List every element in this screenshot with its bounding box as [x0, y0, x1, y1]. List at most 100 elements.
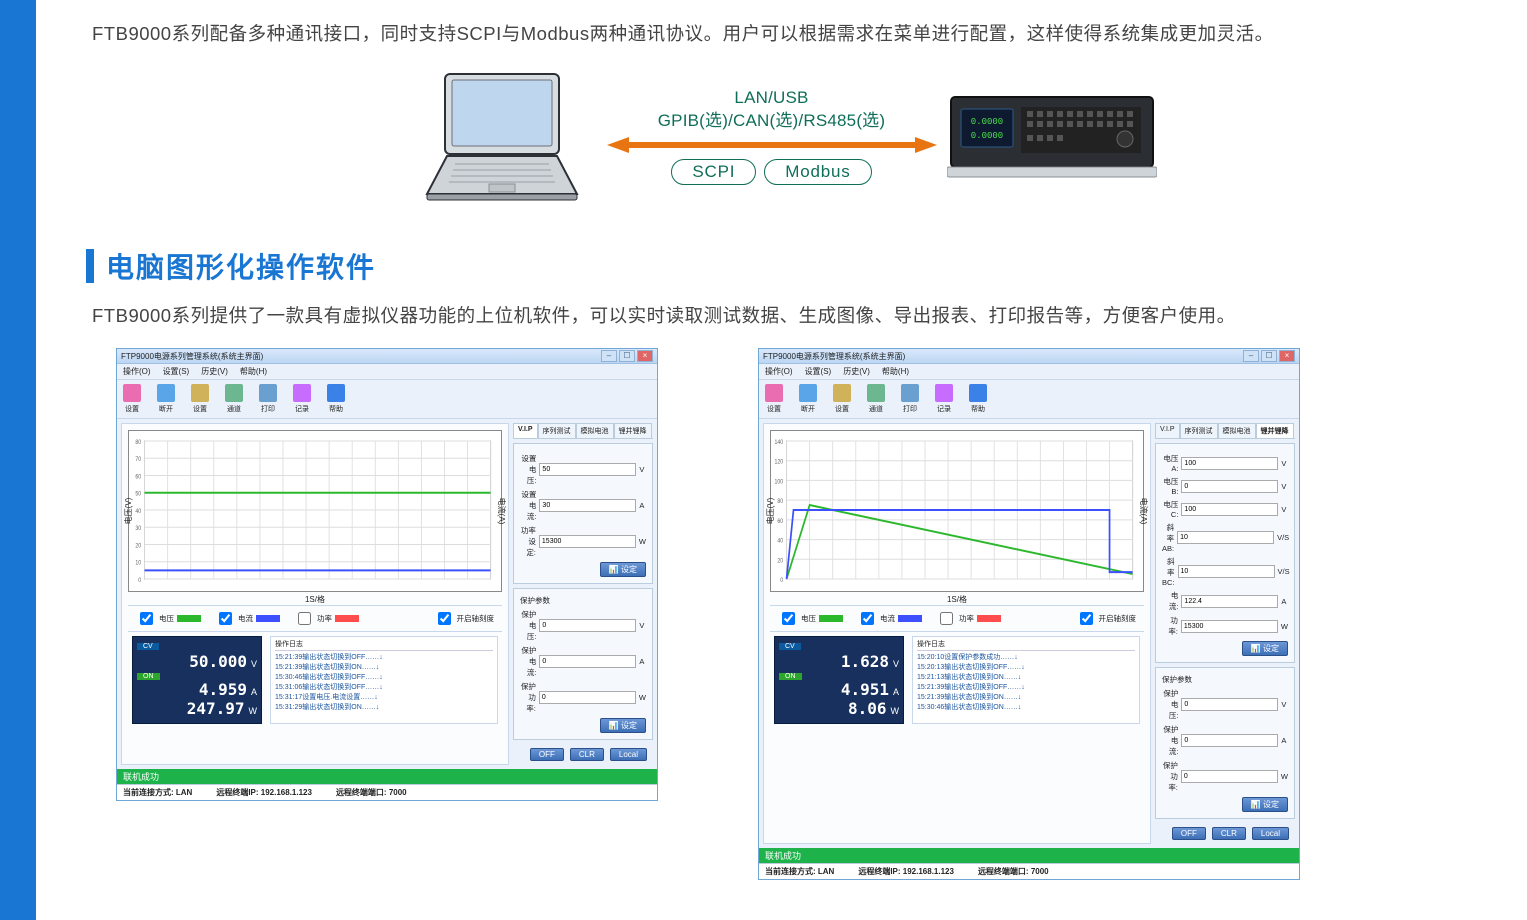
toolbar-item[interactable]: 帮助 [327, 384, 345, 414]
close-icon[interactable]: × [1279, 350, 1295, 362]
setting-input[interactable] [1181, 480, 1278, 493]
toolbar-icon [327, 384, 345, 402]
off-button[interactable]: OFF [1172, 827, 1206, 840]
protect-set-button[interactable]: 📊 设定 [600, 718, 646, 733]
legend-curr-check[interactable] [219, 612, 232, 625]
min-icon[interactable]: – [601, 350, 617, 362]
menu-item[interactable]: 设置(S) [163, 367, 190, 376]
setting-input[interactable] [539, 499, 636, 512]
protect-input[interactable] [1181, 698, 1278, 711]
svg-text:0.0000: 0.0000 [970, 117, 1002, 127]
status-ok: 联机成功 [759, 848, 1299, 863]
left-accent-bar [0, 0, 36, 920]
setting-unit: V [1281, 505, 1288, 514]
menubar: 操作(O) 设置(S) 历史(V) 帮助(H) [117, 364, 657, 380]
toolbar-item[interactable]: 通道 [867, 384, 885, 414]
status-conn: 当前连接方式: LAN [123, 787, 192, 798]
menu-item[interactable]: 帮助(H) [882, 367, 909, 376]
max-icon[interactable]: ☐ [1261, 350, 1277, 362]
toolbar-item[interactable]: 断开 [799, 384, 817, 414]
legend-pow-check[interactable] [940, 612, 953, 625]
setting-unit: V [1281, 459, 1288, 468]
side-tab[interactable]: 锂并锂降 [1256, 423, 1294, 438]
toolbar-item[interactable]: 设置 [123, 384, 141, 414]
setting-input[interactable] [1181, 503, 1278, 516]
protect-label: 保护电压: [1162, 688, 1178, 721]
chart-svg: 020406080100120140 [771, 431, 1143, 591]
protect-set-button[interactable]: 📊 设定 [1242, 797, 1288, 812]
svg-text:0: 0 [138, 578, 141, 584]
side-tab[interactable]: V.I.P [513, 423, 538, 438]
protect-input[interactable] [1181, 770, 1278, 783]
log-line: 15:21:13输出状态切换到ON……↓ [917, 672, 1135, 682]
menu-item[interactable]: 历史(V) [201, 367, 228, 376]
legend-curr-check[interactable] [861, 612, 874, 625]
log-line: 15:30:46输出状态切换到OFF……↓ [275, 672, 493, 682]
legend-auto-check[interactable] [438, 612, 451, 625]
side-tab[interactable]: 序列测试 [1180, 423, 1218, 438]
protect-input[interactable] [539, 619, 636, 632]
local-button[interactable]: Local [610, 748, 647, 761]
setting-unit: V [1281, 482, 1288, 491]
legend-pow-check[interactable] [298, 612, 311, 625]
toolbar-item[interactable]: 帮助 [969, 384, 987, 414]
protect-label: 保护电流: [520, 645, 536, 678]
side-tab[interactable]: 序列测试 [538, 423, 576, 438]
menu-item[interactable]: 操作(O) [123, 367, 151, 376]
toolbar-item[interactable]: 设置 [191, 384, 209, 414]
svg-text:0: 0 [780, 578, 783, 584]
local-button[interactable]: Local [1252, 827, 1289, 840]
side-tab[interactable]: V.I.P [1155, 423, 1180, 438]
svg-text:100: 100 [774, 479, 783, 485]
side-tab[interactable]: 模拟电池 [1218, 423, 1256, 438]
legend-volt-check[interactable] [140, 612, 153, 625]
log-line: 15:31:29输出状态切换到ON……↓ [275, 702, 493, 712]
legend-volt-check[interactable] [782, 612, 795, 625]
setting-input[interactable] [539, 463, 636, 476]
protect-input[interactable] [1181, 734, 1278, 747]
menu-item[interactable]: 操作(O) [765, 367, 793, 376]
setting-input[interactable] [1181, 620, 1278, 633]
close-icon[interactable]: × [637, 350, 653, 362]
clr-button[interactable]: CLR [1212, 827, 1246, 840]
set-button[interactable]: 📊 设定 [1242, 641, 1288, 656]
setting-input[interactable] [1181, 457, 1278, 470]
max-icon[interactable]: ☐ [619, 350, 635, 362]
off-button[interactable]: OFF [530, 748, 564, 761]
side-tabs: V.I.P序列测试模拟电池锂并锂降 [513, 423, 653, 439]
side-tab[interactable]: 锂并锂降 [614, 423, 652, 438]
toolbar-item[interactable]: 设置 [833, 384, 851, 414]
toolbar-item[interactable]: 记录 [935, 384, 953, 414]
protect-panel: 保护参数 保护电压:V保护电流:A保护功率:W 📊 设定 [513, 588, 653, 740]
side-tab[interactable]: 模拟电池 [576, 423, 614, 438]
set-button[interactable]: 📊 设定 [600, 562, 646, 577]
log-line: 15:31:06输出状态切换到OFF……↓ [275, 682, 493, 692]
protect-input[interactable] [539, 655, 636, 668]
on-badge: ON [779, 673, 802, 680]
toolbar-item[interactable]: 通道 [225, 384, 243, 414]
titlebar: FTP9000电源系列管理系统(系统主界面) –☐× [759, 349, 1299, 364]
setting-label: 功率: [1162, 615, 1178, 637]
min-icon[interactable]: – [1243, 350, 1259, 362]
toolbar-item[interactable]: 记录 [293, 384, 311, 414]
protect-input[interactable] [539, 691, 636, 704]
setting-input[interactable] [539, 535, 636, 548]
clr-button[interactable]: CLR [570, 748, 604, 761]
toolbar-item[interactable]: 打印 [259, 384, 277, 414]
setting-input[interactable] [1181, 595, 1278, 608]
protect-label: 保护功率: [520, 681, 536, 714]
readout-panel: CV 1.628V ON 4.951A 8.06W [774, 636, 904, 724]
menu-item[interactable]: 帮助(H) [240, 367, 267, 376]
screenshot-1: FTP9000电源系列管理系统(系统主界面) –☐× 操作(O)设置(S)历史(… [116, 348, 658, 880]
menu-item[interactable]: 设置(S) [805, 367, 832, 376]
setting-input[interactable] [1178, 565, 1275, 578]
legend-auto-check[interactable] [1080, 612, 1093, 625]
toolbar-icon [123, 384, 141, 402]
setting-label: 设置电压: [520, 453, 536, 486]
menu-item[interactable]: 历史(V) [843, 367, 870, 376]
toolbar-item[interactable]: 打印 [901, 384, 919, 414]
setting-input[interactable] [1177, 531, 1274, 544]
toolbar-item[interactable]: 设置 [765, 384, 783, 414]
toolbar-item[interactable]: 断开 [157, 384, 175, 414]
toolbar-icon [765, 384, 783, 402]
